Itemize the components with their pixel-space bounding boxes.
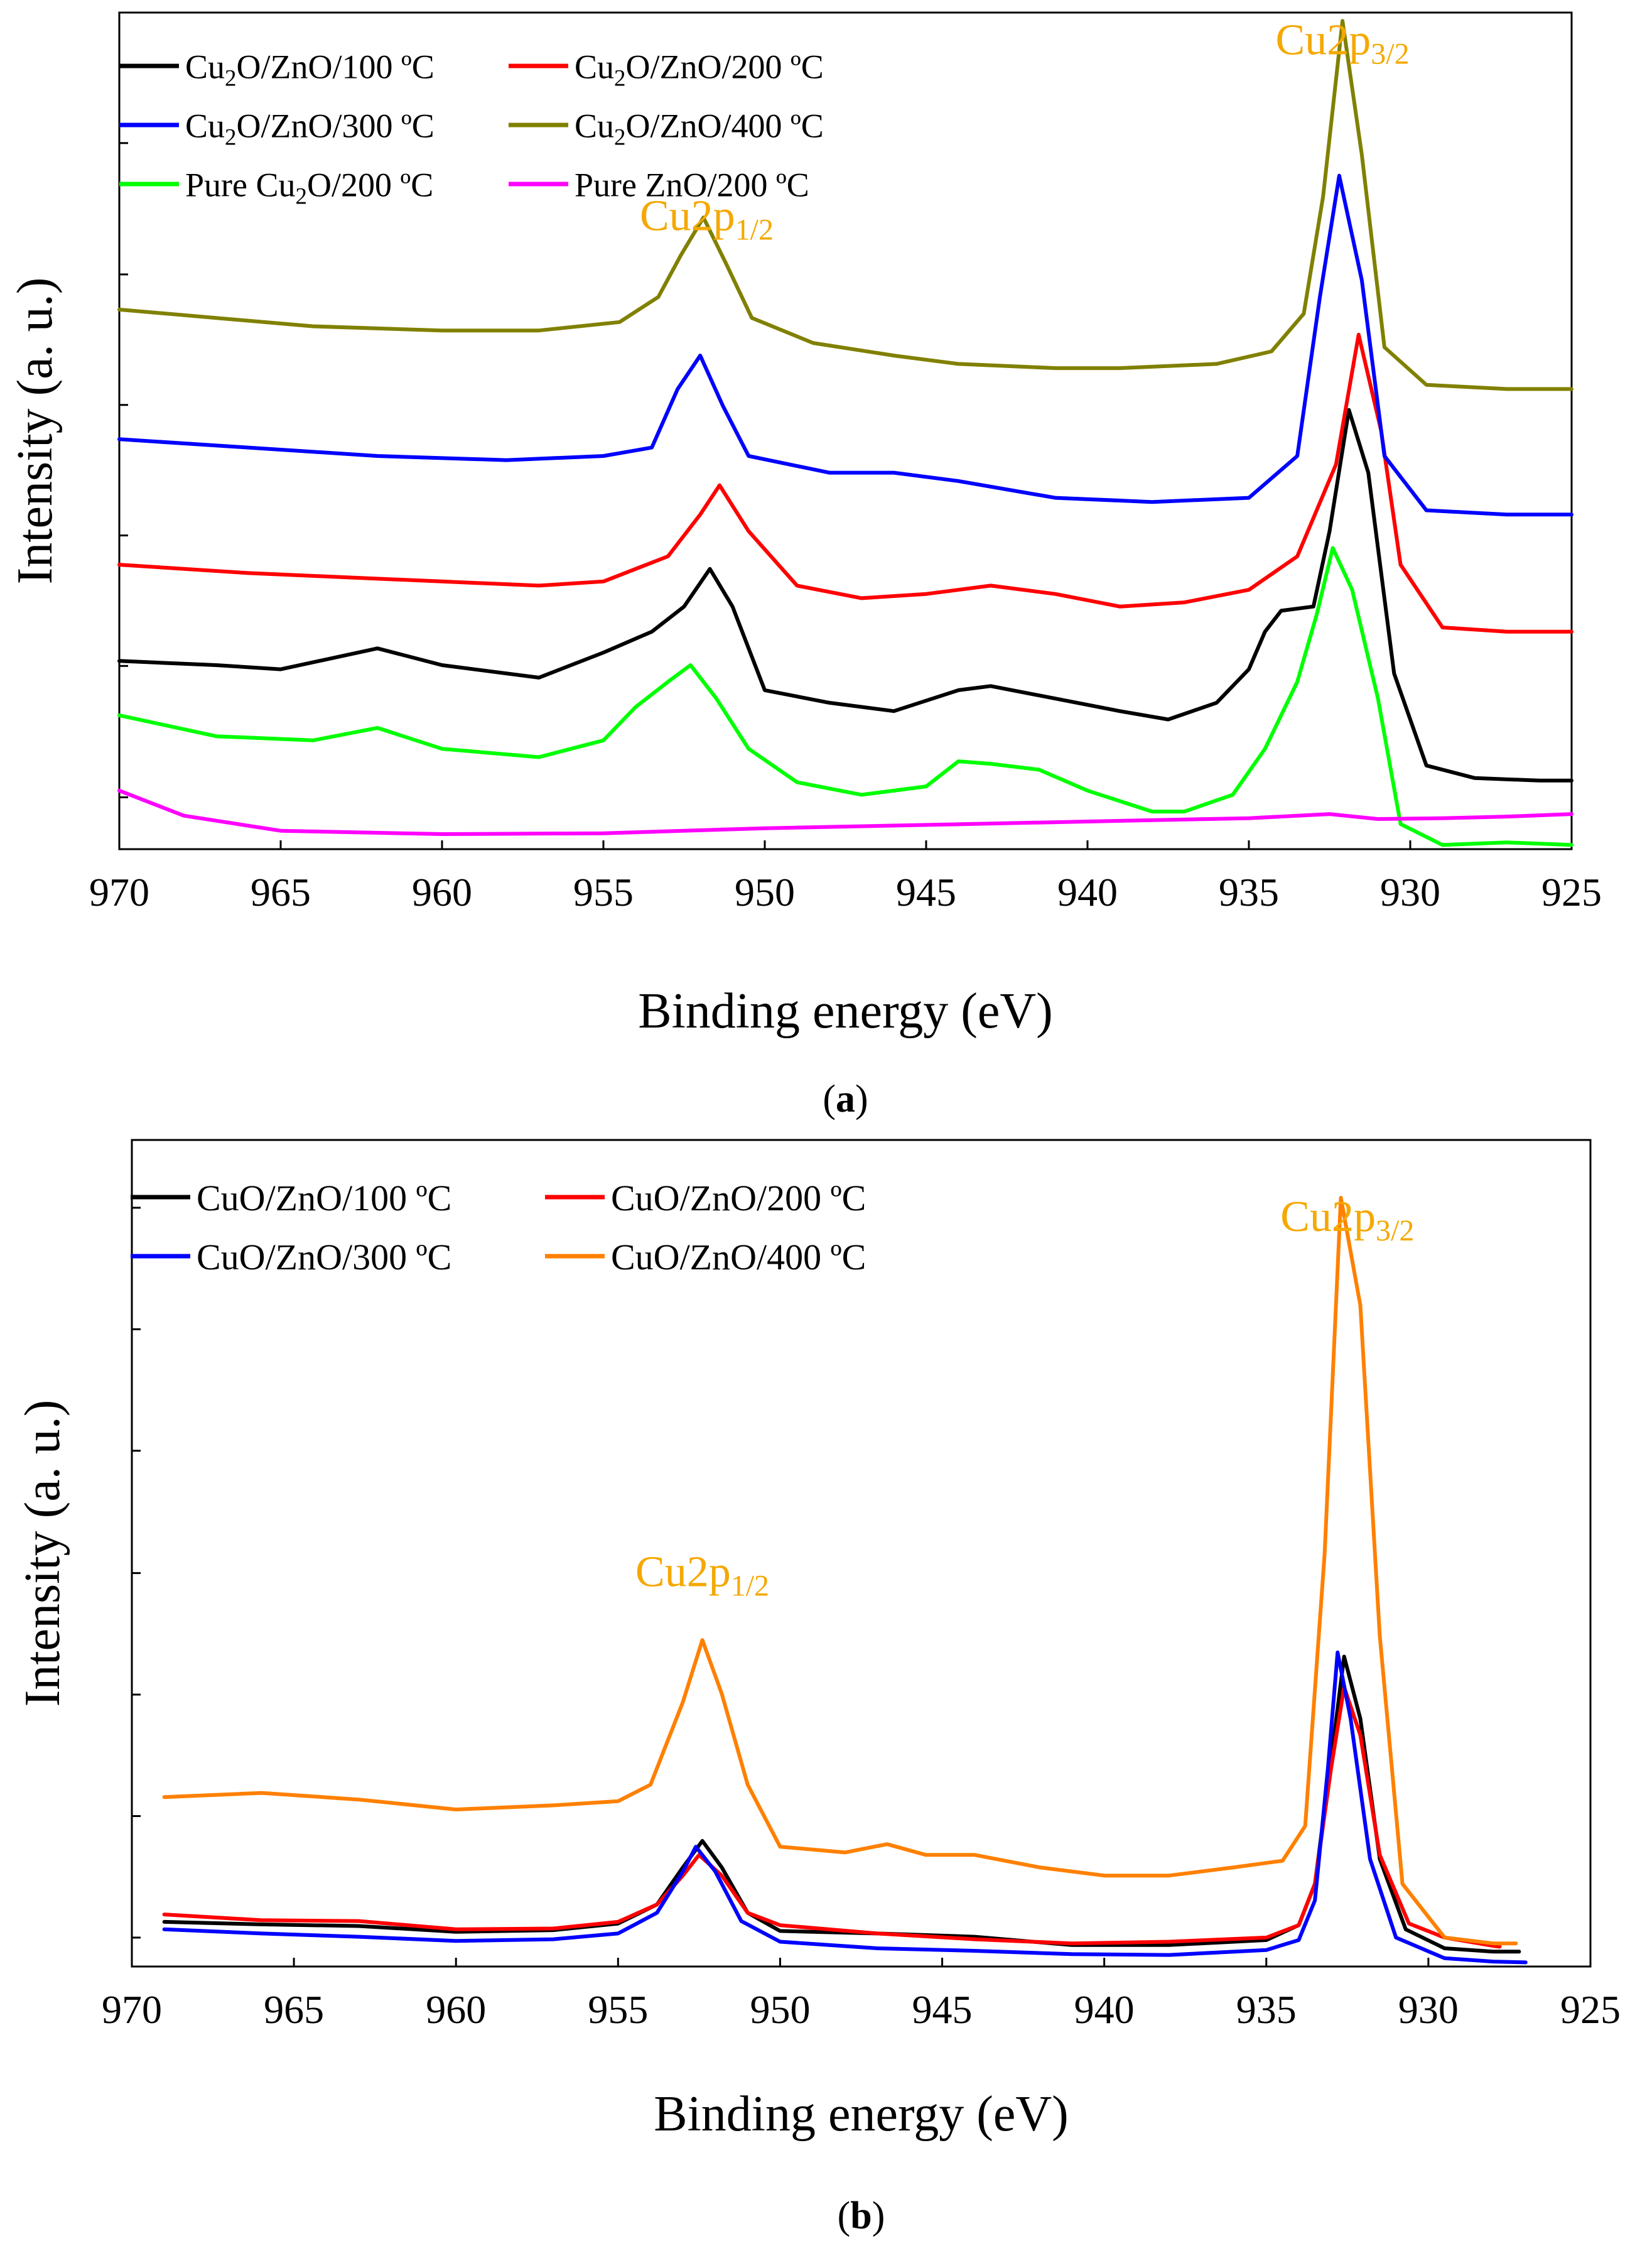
series-line-5 (117, 546, 1573, 847)
series-line-2 (162, 1685, 1502, 1949)
peak-annotation-1: Cu2p1/2 (640, 192, 774, 246)
series-line-1 (117, 408, 1573, 783)
x-tick-label: 960 (412, 870, 472, 914)
series-line-3 (162, 1650, 1528, 1965)
x-tick-label: 965 (251, 870, 311, 914)
x-tick-label: 950 (735, 870, 795, 914)
y-axis-label: Intensity (a. u.) (15, 1400, 70, 1707)
series-line-2 (117, 332, 1573, 634)
plot-frame (131, 1139, 1592, 1968)
x-tick-label: 930 (1380, 870, 1440, 914)
x-tick-label: 970 (89, 870, 149, 914)
legend-entry-label: CuO/ZnO/200 ºC (611, 1178, 866, 1218)
y-axis-label: Intensity (a. u.) (8, 278, 63, 585)
x-tick-label: 925 (1560, 1987, 1621, 2032)
legend-entry-label: CuO/ZnO/100 ºC (197, 1178, 451, 1218)
x-tick-label: 945 (896, 870, 956, 914)
series-line-4 (117, 19, 1573, 391)
legend-entry-label: Cu2O/ZnO/100 ºC (185, 48, 434, 91)
peak-annotation-1: Cu2p1/2 (635, 1548, 769, 1603)
plot-frame (118, 11, 1573, 850)
legend-entry-label: Cu2O/ZnO/400 ºC (575, 107, 824, 150)
x-tick-label: 955 (588, 1987, 648, 2032)
x-tick-label: 965 (264, 1987, 324, 2032)
x-tick-label: 945 (912, 1987, 973, 2032)
panel-caption: (b) (838, 2195, 885, 2237)
legend-entry-label: Pure ZnO/200 ºC (575, 166, 809, 203)
x-tick-label: 940 (1057, 870, 1118, 914)
legend: Cu2O/ZnO/100 ºC Cu2O/ZnO/200 ºC Cu2O/ZnO/3… (119, 48, 824, 209)
legend: CuO/ZnO/100 ºC CuO/ZnO/200 ºC CuO/ZnO/300 … (131, 1178, 866, 1278)
x-tick-label: 970 (102, 1987, 162, 2032)
x-axis-label: Binding energy (eV) (654, 2086, 1069, 2142)
series-line-3 (117, 173, 1573, 517)
series-line-4 (162, 1196, 1518, 1946)
x-tick-label: 960 (426, 1987, 486, 2032)
legend-entry-label: Cu2O/ZnO/300 ºC (185, 107, 434, 150)
legend-entry-label: CuO/ZnO/400 ºC (611, 1237, 866, 1278)
legend-entry-label: Cu2O/ZnO/200 ºC (575, 48, 824, 91)
x-tick-label: 930 (1398, 1987, 1459, 2032)
x-axis-label: Binding energy (eV) (638, 984, 1053, 1039)
x-tick-label: 955 (573, 870, 634, 914)
x-tick-label: 940 (1074, 1987, 1135, 2032)
legend-entry-label: CuO/ZnO/300 ºC (197, 1237, 451, 1278)
peak-annotation-2: Cu2p3/2 (1280, 1193, 1414, 1247)
panel-caption: (a) (823, 1078, 868, 1120)
panel-a: 970 965 960 955 950 945 940 935 930 925 Binding en… (8, 11, 1602, 1120)
x-tick-label: 925 (1541, 870, 1602, 914)
x-tick-label: 935 (1219, 870, 1279, 914)
x-tick-label: 950 (750, 1987, 810, 2032)
peak-annotation-2: Cu2p3/2 (1276, 16, 1410, 71)
panel-b: 970 965 960 955 950 945 940 935 930 925 Binding en… (15, 1139, 1621, 2237)
legend-entry-label: Pure Cu2O/200 ºC (185, 166, 433, 209)
x-tick-label: 935 (1236, 1987, 1297, 2032)
series-line-6 (117, 788, 1573, 836)
